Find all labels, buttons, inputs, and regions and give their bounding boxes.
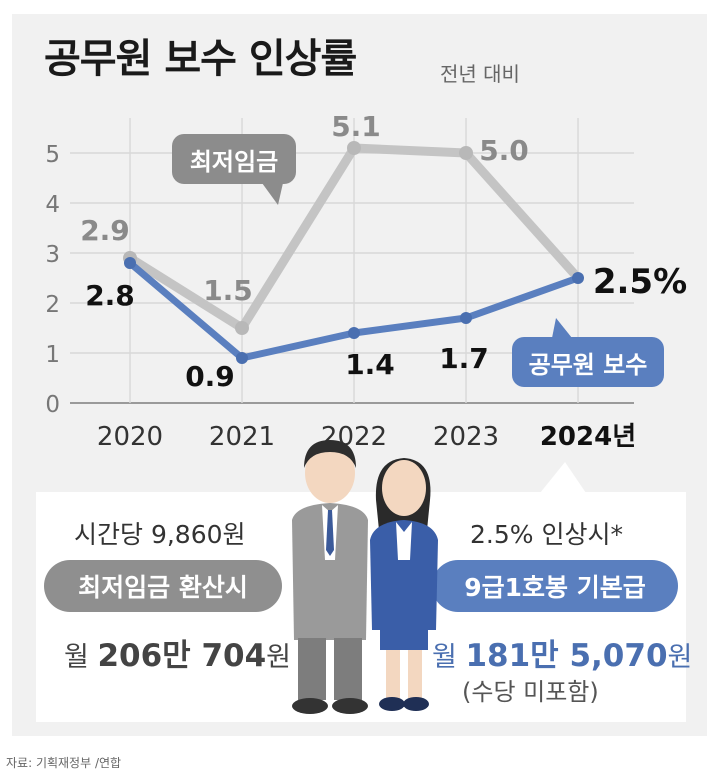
y-tick-5: 5 bbox=[45, 142, 60, 168]
minwage-conversion-pill: 최저임금 환산시 bbox=[44, 560, 282, 612]
grade9-basepay-pill: 9급1호봉 기본급 bbox=[432, 560, 678, 612]
x-tick-1: 2021 bbox=[209, 422, 275, 452]
y-tick-3: 3 bbox=[45, 242, 60, 268]
woman-figure bbox=[370, 458, 438, 711]
label-minwage-2: 5.1 bbox=[331, 110, 381, 143]
x-tick-3: 2023 bbox=[433, 422, 499, 452]
point-minwage-2 bbox=[347, 141, 361, 155]
label-minwage-0: 2.9 bbox=[80, 214, 130, 247]
label-civil-4: 2.5% bbox=[593, 262, 687, 302]
bubble-tail-minwage bbox=[262, 183, 283, 205]
bubble-tail-civil bbox=[552, 318, 572, 338]
chart-subtitle: 전년 대비 bbox=[440, 62, 520, 86]
y-tick-4: 4 bbox=[45, 192, 60, 218]
label-civil-1: 0.9 bbox=[185, 360, 235, 393]
point-civil-1 bbox=[236, 352, 248, 364]
chart-title: 공무원 보수 인상률 bbox=[44, 36, 357, 82]
point-civil-4 bbox=[572, 272, 584, 284]
minwage-monthly-amount: 월 206만 704원 bbox=[64, 638, 292, 674]
legend-bubble-civil: 공무원 보수 bbox=[512, 337, 664, 387]
bubble-tails bbox=[262, 183, 572, 338]
y-tick-0: 0 bbox=[45, 392, 60, 418]
x-tick-0: 2020 bbox=[97, 422, 163, 452]
label-minwage-3: 5.0 bbox=[479, 134, 529, 167]
point-minwage-1 bbox=[235, 321, 249, 335]
point-civil-3 bbox=[460, 312, 472, 324]
panel-pointer-tail bbox=[540, 462, 586, 493]
source-note: 자료: 기획재정부 /연합 bbox=[6, 756, 122, 770]
man-figure bbox=[292, 440, 368, 714]
raise-condition-text: 2.5% 인상시* bbox=[470, 520, 623, 549]
allowance-note: (수당 미포함) bbox=[462, 678, 599, 706]
label-civil-3: 1.7 bbox=[439, 342, 489, 375]
hourly-wage-text: 시간당 9,860원 bbox=[74, 520, 246, 549]
label-civil-0: 2.8 bbox=[85, 279, 135, 312]
y-tick-2: 2 bbox=[45, 292, 60, 318]
label-civil-2: 1.4 bbox=[345, 348, 395, 381]
point-minwage-3 bbox=[459, 146, 473, 160]
label-minwage-1: 1.5 bbox=[203, 274, 253, 307]
y-tick-1: 1 bbox=[45, 342, 60, 368]
civil-monthly-amount: 월 181만 5,070원 bbox=[432, 638, 693, 674]
x-tick-4: 2024년 bbox=[540, 422, 636, 452]
point-civil-0 bbox=[124, 257, 136, 269]
point-civil-2 bbox=[348, 327, 360, 339]
legend-bubble-minwage: 최저임금 bbox=[172, 134, 296, 184]
